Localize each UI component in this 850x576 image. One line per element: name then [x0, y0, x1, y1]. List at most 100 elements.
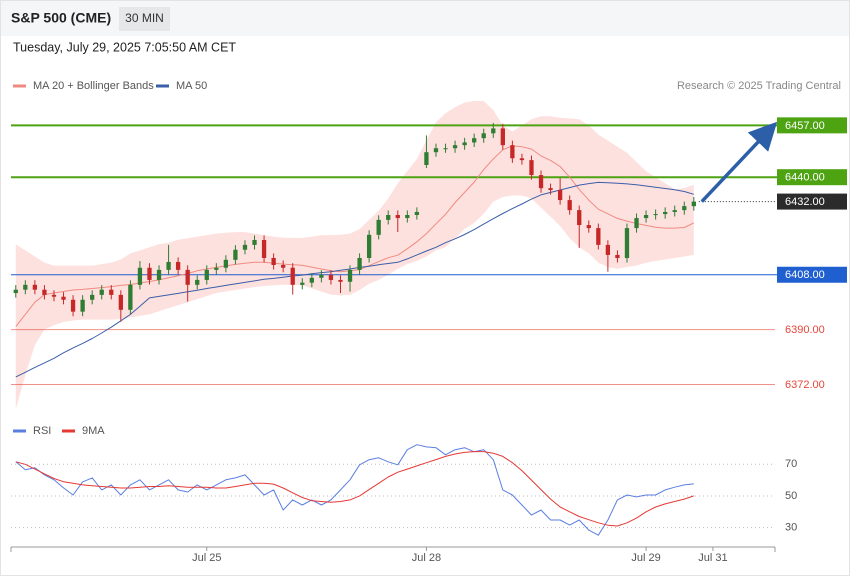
candle-body — [204, 269, 209, 280]
candle-body — [137, 267, 143, 285]
candle-body — [338, 279, 343, 282]
level-badge — [777, 193, 847, 210]
candle-body — [242, 244, 248, 250]
candle-body — [605, 244, 611, 255]
moving-average — [15, 181, 694, 378]
candle-body — [548, 188, 553, 190]
candle-body — [663, 211, 668, 215]
level-label: 6390.00 — [785, 324, 825, 336]
candle-body — [643, 215, 649, 219]
indicator-line — [15, 444, 694, 536]
candle-body — [577, 210, 582, 226]
candle-body — [281, 265, 286, 268]
candle-body — [366, 234, 372, 258]
interval: 30 MIN — [125, 11, 164, 25]
legend-label: RSI — [33, 425, 51, 437]
x-tick-label: Jul 28 — [412, 552, 441, 564]
level-label: 6432.00 — [785, 196, 825, 208]
level-label: 6457.00 — [785, 120, 825, 132]
candle-body — [386, 215, 391, 220]
level-badge — [777, 117, 847, 134]
moving-average — [15, 145, 695, 327]
candle-body — [61, 296, 66, 300]
candle-body — [347, 269, 353, 282]
candle-body — [615, 254, 620, 258]
candle-body — [42, 289, 47, 295]
x-tick-label: Jul 29 — [631, 552, 660, 564]
level-label: 6372.00 — [785, 379, 825, 391]
candle-body — [405, 215, 410, 219]
candle-body — [500, 128, 505, 146]
level-label: 6440.00 — [785, 172, 825, 184]
x-tick-label: Jul 25 — [192, 552, 221, 564]
candle-body — [290, 267, 295, 285]
candle-body — [99, 289, 104, 295]
candle-body — [185, 269, 190, 285]
x-tick-label: Jul 31 — [698, 552, 727, 564]
candle-body — [472, 138, 477, 143]
candle-body — [691, 201, 696, 207]
candle-body — [395, 215, 400, 219]
target-arrow — [700, 121, 778, 203]
credit: Research © 2025 Trading Central — [677, 80, 841, 92]
candle-body — [70, 299, 76, 312]
candle-body — [128, 284, 133, 310]
candle-body — [567, 200, 572, 211]
candle-body — [538, 175, 544, 189]
candle-body — [519, 158, 525, 161]
candle-body — [252, 240, 257, 245]
candle-body — [147, 267, 152, 280]
candle-body — [223, 259, 229, 268]
candle-body — [233, 249, 238, 260]
timestamp: Tuesday, July 29, 2025 7:05:50 AM CET — [13, 40, 236, 54]
candle-body — [510, 145, 515, 159]
legend-label: 9MA — [82, 425, 105, 437]
candle-body — [452, 145, 458, 149]
legend-label: MA 50 — [176, 80, 207, 92]
candle-body — [118, 294, 123, 310]
candle-body — [376, 219, 381, 235]
candle-body — [414, 211, 420, 215]
candle-body — [557, 190, 563, 201]
level-badge — [777, 266, 847, 283]
candle-body — [443, 148, 448, 150]
candle-body — [90, 294, 95, 300]
candle-body — [462, 142, 467, 146]
y-tick-label: 50 — [785, 490, 797, 502]
candle-body — [328, 274, 334, 280]
candle-body — [682, 206, 687, 211]
candle-body — [433, 148, 439, 153]
candle-body — [195, 279, 200, 285]
y-tick-label: 70 — [785, 458, 797, 470]
candle-body — [309, 277, 314, 283]
legend-label: MA 20 + Bollinger Bands — [33, 80, 154, 92]
candle-body — [156, 269, 162, 280]
level-label: 6408.00 — [785, 269, 825, 281]
candle-body — [32, 284, 38, 290]
level-badge — [777, 169, 847, 186]
candle-body — [214, 267, 219, 270]
candle-body — [13, 289, 18, 294]
interval-badge — [119, 7, 170, 31]
candle-body — [653, 214, 658, 216]
candle-body — [261, 240, 267, 258]
candle-body — [109, 289, 114, 295]
candle-body — [51, 294, 57, 297]
indicator-line — [15, 451, 694, 527]
candle-body — [672, 210, 677, 212]
candle-body — [271, 257, 276, 265]
y-tick-label: 30 — [785, 522, 797, 534]
candle-body — [529, 160, 534, 176]
candle-body — [491, 128, 496, 134]
candle-body — [175, 261, 181, 270]
candle-body — [357, 257, 362, 270]
candle-body — [481, 133, 486, 139]
candle-body — [424, 152, 429, 165]
candle-body — [624, 228, 630, 258]
candle-body — [586, 225, 591, 229]
candle-body — [596, 228, 601, 245]
candle-body — [23, 284, 28, 290]
candle-body — [300, 282, 305, 285]
candle-body — [166, 261, 171, 270]
